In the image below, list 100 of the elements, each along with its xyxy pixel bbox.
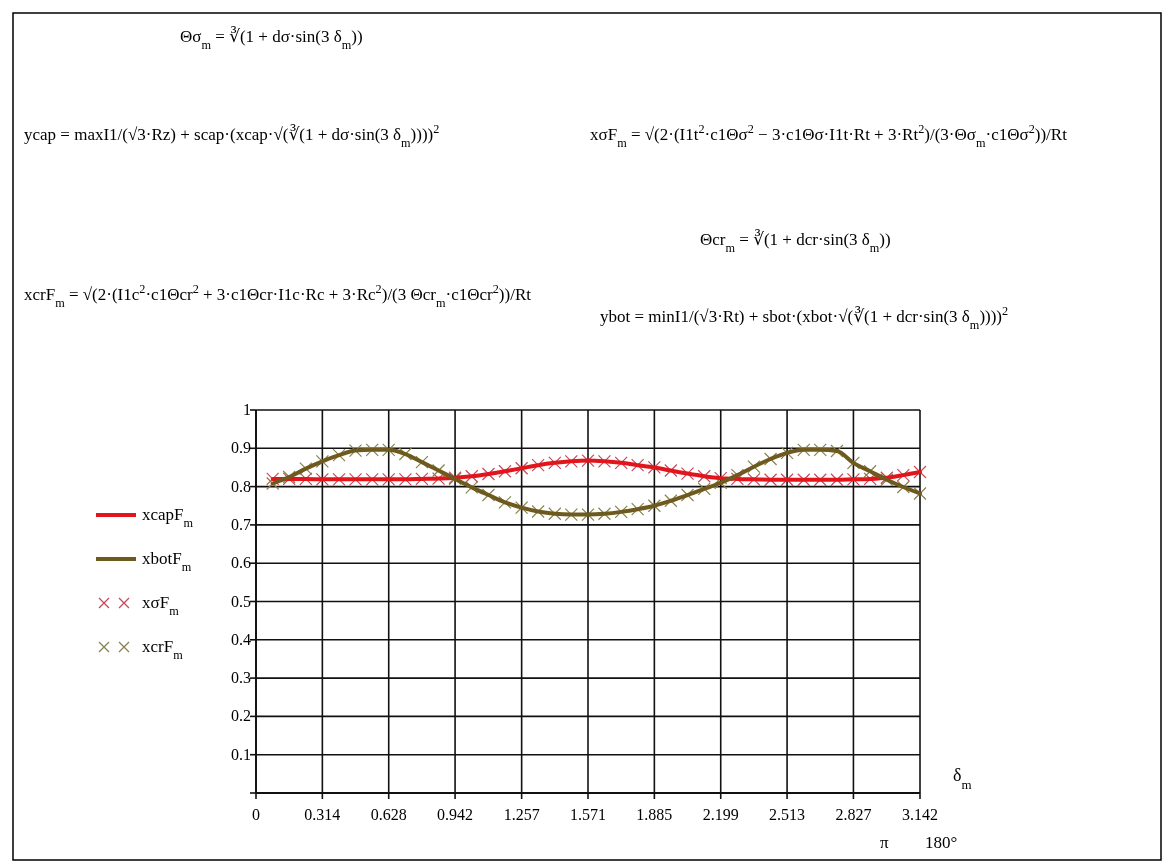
point: [780, 446, 794, 460]
y-tick-label: 0.4: [231, 630, 251, 648]
point: [830, 473, 844, 487]
point: [763, 452, 778, 466]
point: [515, 461, 529, 475]
point: [531, 458, 545, 472]
point: [581, 507, 595, 522]
point: [697, 482, 711, 496]
y-tick-label: 0.6: [231, 554, 251, 572]
text: xcrF$_{m}$ = √(2·(I1c$^{2}$·c1Θcr$^{2}$ + 3·c1Θcr·I1c·Rc + 3·Rc$^{2}$)/(3 Θcr$_{m}$·c1Θcr$^{2}$))/Rt: [24, 282, 531, 310]
legend-label: xbotF$_{m}$: [142, 549, 192, 574]
point: [597, 454, 612, 468]
point: [531, 504, 545, 519]
point: [863, 464, 877, 478]
x-tick-label: 1.885: [636, 806, 673, 823]
legend-label: xσF$_{m}$: [142, 593, 180, 618]
y-tick-label: 0.5: [231, 592, 251, 610]
y-tick-label: 0.2: [231, 707, 251, 725]
point: [315, 472, 329, 486]
point: [697, 469, 711, 483]
point: [631, 458, 645, 472]
x-tick-label: 2.513: [769, 806, 806, 823]
point: [581, 453, 595, 468]
point: [548, 456, 562, 470]
point: [597, 507, 612, 521]
x-tick-label: 3.142: [902, 806, 938, 823]
legend-label: xcrF$_{m}$: [142, 637, 184, 662]
point: [299, 462, 313, 476]
point: [398, 447, 413, 461]
point: [797, 473, 811, 487]
point: [415, 455, 429, 469]
point: [763, 473, 778, 487]
text: Θcr$_{m}$ = ∛(1 + dcr·sin(3 δ$_{m}$)): [700, 229, 891, 255]
point: [813, 473, 827, 487]
point: [647, 499, 661, 513]
point: [813, 443, 827, 457]
point: [564, 454, 578, 468]
x-tick-label: 1.257: [503, 806, 540, 823]
point: [680, 488, 695, 502]
point: [481, 467, 496, 481]
point: [913, 465, 927, 479]
point: [332, 448, 346, 462]
line-series: [270, 447, 922, 517]
y-tick-label: 0.9: [231, 439, 251, 457]
y-tick-label: 1: [243, 401, 251, 418]
text: ycap = maxI1/(√3·Rz) + scap·(xcap·√(∛(1 + dσ·sin(3 δ$_{m}$))))$^{2}$: [24, 122, 440, 150]
point: [365, 443, 379, 457]
x-axis-title: δ$_{m}$: [953, 765, 972, 792]
point: [896, 468, 910, 482]
point: [797, 443, 811, 457]
point: [481, 488, 496, 502]
point: [515, 501, 529, 515]
point: [498, 464, 512, 478]
x-tick-label: 2.827: [835, 806, 872, 823]
point: [846, 472, 861, 486]
point: [332, 472, 346, 486]
point: [747, 460, 761, 474]
x-tick-label: 2.199: [702, 806, 739, 823]
text: π: [880, 833, 889, 852]
point: [365, 472, 379, 486]
x-tick-label: 0.628: [370, 806, 407, 823]
y-tick-label: 0.3: [231, 669, 251, 687]
point: [614, 505, 628, 519]
point: [614, 456, 628, 470]
x-tick-label: 1.571: [570, 806, 606, 823]
point: [913, 486, 927, 501]
point: [465, 480, 479, 494]
y-tick-label: 0.1: [231, 745, 251, 763]
point: [299, 472, 313, 486]
point: [415, 472, 429, 486]
point: [382, 443, 396, 457]
text: xσF$_{m}$ = √(2·(I1t$^{2}$·c1Θσ$^{2}$ − 3·c1Θσ·I1t·Rt + 3·Rt$^{2}$)/(3·Θσ$_{m}$·c1Θσ$^{2}$))/Rt: [590, 122, 1067, 150]
point: [315, 454, 329, 468]
point: [747, 472, 761, 486]
point: [431, 471, 446, 486]
point: [680, 466, 695, 481]
point: [348, 472, 363, 486]
point: [863, 472, 877, 486]
legend-label: xcapF$_{m}$: [142, 505, 194, 530]
y-tick-label: 0.7: [231, 515, 251, 533]
point: [465, 469, 479, 483]
x-tick-label: 0.314: [304, 806, 341, 823]
point: [647, 460, 661, 475]
y-tick-label: 0.8: [231, 477, 251, 495]
point: [548, 507, 562, 521]
point: [564, 507, 578, 522]
point: [348, 444, 363, 458]
point: [896, 480, 910, 494]
point: [664, 463, 678, 478]
point: [780, 473, 794, 487]
text: Θσ$_{m}$ = ∛(1 + dσ·sin(3 δ$_{m}$)): [180, 26, 363, 52]
line-series: [270, 458, 922, 482]
x-tick-label: 0.942: [437, 806, 474, 823]
point: [382, 472, 396, 486]
text: ybot = minI1/(√3·Rt) + sbot·(xbot·√(∛(1 + dcr·sin(3 δ$_{m}$))))$^{2}$: [600, 304, 1009, 332]
point: [498, 495, 512, 509]
x-tick-label: 0: [252, 806, 260, 823]
text: 180°: [925, 833, 958, 852]
point: [631, 502, 645, 516]
point: [398, 472, 413, 486]
